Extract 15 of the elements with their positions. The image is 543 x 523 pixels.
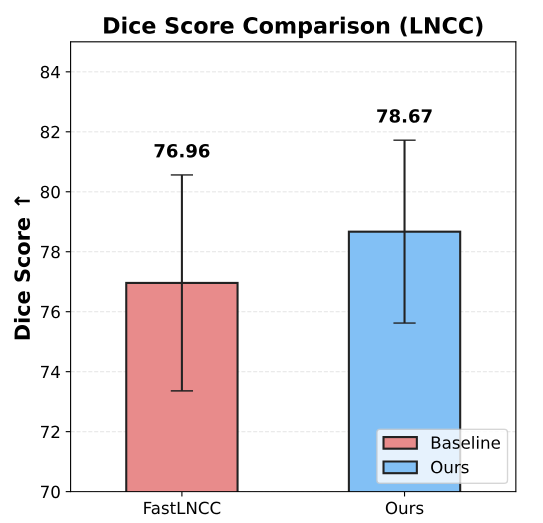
y-tick-label: 70 [41,486,60,498]
y-tick-label: 78 [41,246,60,258]
y-tick-label: 76 [41,306,60,318]
y-tick-label: 72 [41,426,60,438]
y-tick-label: 74 [41,366,60,378]
y-tick-label: 82 [40,126,60,138]
y-axis-title: Dice Score ↑ [14,196,30,340]
chart-title: Dice Score Comparison (LNCC) [104,16,482,38]
annotation: 76.96 [154,144,210,158]
y-tick-label: 84 [40,66,60,78]
legend-label: Baseline [432,436,500,449]
legend-label: Ours [431,460,469,474]
x-tick-label: FastLNCC [144,502,220,514]
annotation: 78.67 [377,109,432,123]
y-tick-label: 80 [40,186,60,198]
